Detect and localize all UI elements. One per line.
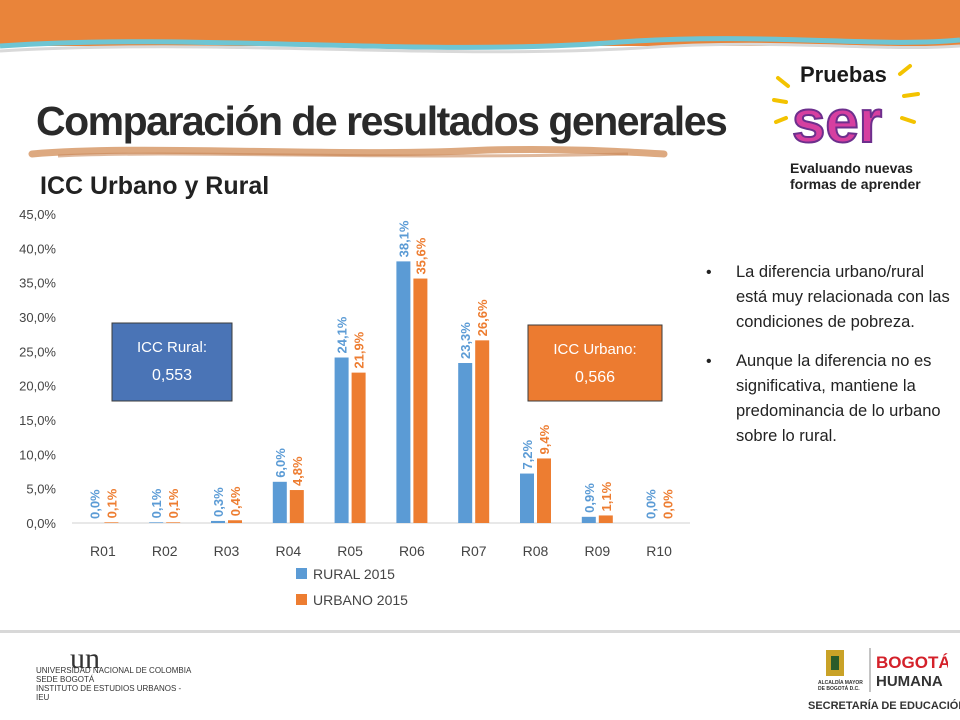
icc-box-value: 0,566 <box>575 369 615 386</box>
footer-divider <box>0 630 960 633</box>
bar-chart: 0,0% 5,0% 10,0% 15,0% 20,0% 25,0% 30,0% 35,0% 40… <box>19 207 690 608</box>
icc-box <box>111 322 233 402</box>
bullet-text: La diferencia urbano/rural está muy rela… <box>736 263 950 331</box>
data-label: 0,1% <box>166 488 181 518</box>
data-label: 38,1% <box>396 220 411 257</box>
data-label: 0,9% <box>582 483 597 513</box>
bar-rural <box>211 520 225 523</box>
bars <box>104 261 613 523</box>
y-tick-label: 25,0% <box>19 344 56 359</box>
bullet-item: • La diferencia urbano/rural está muy rel… <box>706 263 950 331</box>
x-tick-label: R09 <box>584 543 610 559</box>
bar-urbano <box>537 458 551 523</box>
logo-main-text: ser <box>792 88 882 155</box>
data-label: 21,9% <box>352 331 367 368</box>
bar-urbano <box>104 522 119 523</box>
alcaldia-bogota-logo: ALCALDÍA MAYOR DE BOGOTÁ D.C. BOGOTÁ HUMA… <box>818 648 948 692</box>
header-wave <box>0 30 960 54</box>
x-axis: R01 R02 R03 R04 R05 R06 R07 R08 R09 R10 <box>90 543 672 559</box>
data-label: 4,8% <box>290 456 305 486</box>
unal-name: UNIVERSIDAD NACIONAL DE COLOMBIA SEDE BO… <box>36 666 192 702</box>
bar-rural <box>396 261 411 523</box>
bar-labels: 0,0% 0,1% 0,1% 0,1% 0,3% 0,4%6,0% 4,8%24,1% 21,… <box>87 220 675 519</box>
data-label: 0,0% <box>661 489 676 519</box>
data-label: 1,1% <box>599 481 614 511</box>
y-tick-label: 20,0% <box>19 379 56 394</box>
data-label: 0,1% <box>149 488 164 518</box>
bullet-item: • Aunque la diferencia no es significativ… <box>706 352 941 445</box>
bar-urbano <box>413 278 428 523</box>
data-label: 0,0% <box>87 489 102 519</box>
x-tick-label: R06 <box>399 543 425 559</box>
data-label: 0,0% <box>644 489 659 519</box>
icc-box-label: ICC Rural: <box>137 339 207 356</box>
bar-urbano <box>228 520 242 523</box>
bogota-logo-bottom: HUMANA <box>876 673 943 690</box>
x-tick-label: R05 <box>337 543 363 559</box>
data-label: 0,3% <box>211 487 226 517</box>
page-title: Comparación de resultados generales <box>36 98 728 144</box>
bullet-text: Aunque la diferencia no es significativa… <box>736 352 941 445</box>
y-tick-label: 5,0% <box>26 482 56 497</box>
x-tick-label: R01 <box>90 543 116 559</box>
y-tick-label: 30,0% <box>19 310 56 325</box>
data-label: 23,3% <box>458 322 473 359</box>
icc-box-label: ICC Urbano: <box>553 341 636 358</box>
icc-box-value: 0,553 <box>152 367 192 384</box>
data-label: 9,4% <box>537 424 552 454</box>
y-tick-label: 10,0% <box>19 447 56 462</box>
bar-urbano <box>166 522 181 523</box>
unal-logo-text: un <box>70 646 100 675</box>
x-tick-label: R10 <box>646 543 672 559</box>
x-tick-label: R03 <box>214 543 240 559</box>
y-tick-label: 40,0% <box>19 241 56 256</box>
bar-urbano <box>475 340 490 523</box>
x-tick-label: R07 <box>461 543 487 559</box>
secretaria-label: SECRETARÍA DE EDUCACIÓN <box>808 700 960 712</box>
y-tick-label: 35,0% <box>19 276 56 291</box>
legend-label: RURAL 2015 <box>313 566 395 582</box>
y-tick-label: 45,0% <box>19 207 56 222</box>
legend-swatch <box>296 568 307 579</box>
title-underline-brush <box>28 145 668 158</box>
bar-rural <box>272 481 287 523</box>
data-label: 0,4% <box>228 486 243 516</box>
legend-label: URBANO 2015 <box>313 592 408 608</box>
bar-rural <box>334 357 349 523</box>
bar-urbano <box>289 490 304 523</box>
y-tick-label: 15,0% <box>19 413 56 428</box>
bar-rural <box>458 363 473 523</box>
x-tick-label: R08 <box>523 543 549 559</box>
logo-tagline: Evaluando nuevas formas de aprender <box>790 160 921 192</box>
data-label: 0,1% <box>104 488 119 518</box>
bar-rural <box>149 522 164 523</box>
data-label: 35,6% <box>413 237 428 274</box>
legend: RURAL 2015 URBANO 2015 <box>296 566 408 608</box>
alcaldia-text: ALCALDÍA MAYOR DE BOGOTÁ D.C. <box>818 678 863 692</box>
pruebas-ser-logo: Pruebas ser <box>772 62 920 156</box>
bar-rural <box>520 473 534 523</box>
bullet-list: • La diferencia urbano/rural está muy rel… <box>704 260 950 463</box>
bogota-logo-top: BOGOTÁ <box>876 653 948 672</box>
unal-logo: un <box>70 646 100 675</box>
data-label: 26,6% <box>475 299 490 336</box>
x-tick-label: R04 <box>275 543 301 559</box>
data-label: 7,2% <box>520 439 535 469</box>
y-tick-label: 0,0% <box>26 516 56 531</box>
bar-urbano <box>351 372 366 523</box>
logo-top-text: Pruebas <box>800 62 887 87</box>
bar-rural <box>581 516 596 523</box>
data-label: 6,0% <box>273 448 288 478</box>
bar-urbano <box>598 515 613 523</box>
x-tick-label: R02 <box>152 543 178 559</box>
annotations: ICC Rural: 0,553 ICC Urbano: 0,566 <box>111 322 663 402</box>
legend-swatch <box>296 594 307 605</box>
icc-box <box>527 324 663 402</box>
page-subtitle: ICC Urbano y Rural <box>40 172 270 200</box>
data-label: 24,1% <box>335 316 350 353</box>
